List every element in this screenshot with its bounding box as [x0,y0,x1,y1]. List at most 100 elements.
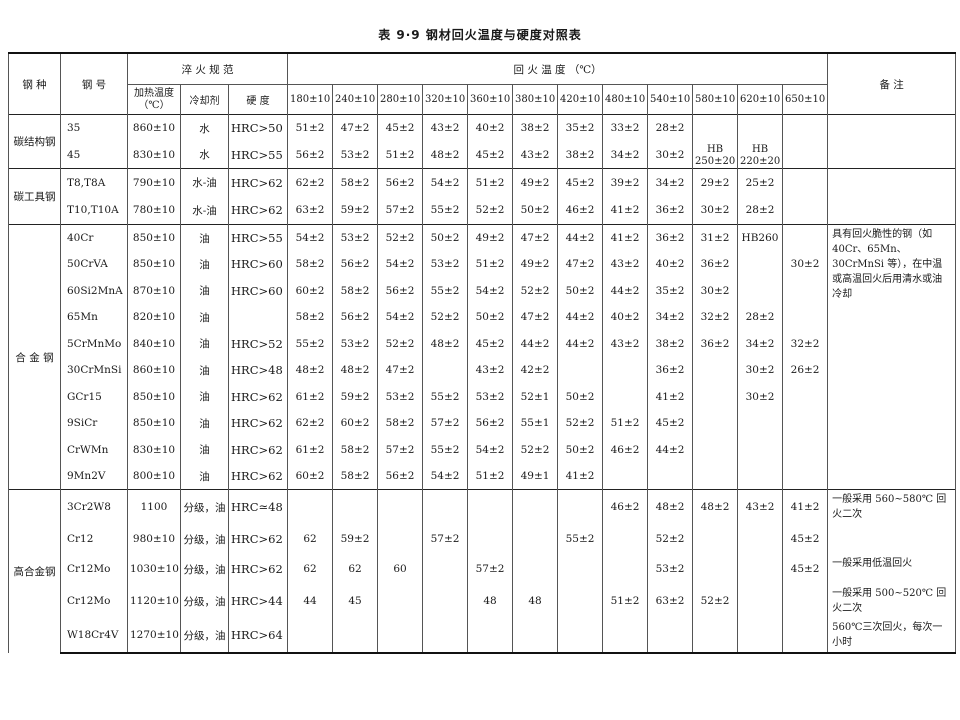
temper-hardness-cell [602,383,649,410]
temper-hardness-cell: 46±2 [557,196,604,225]
temper-hardness-cell: 36±2 [647,357,694,384]
grade-cell: 9Mn2V [60,463,128,490]
temper-hardness-cell: 36±2 [647,224,694,251]
heat-temp-cell: 1030±10 [127,554,181,584]
remark-cell: 一般采用 560~580℃ 回火二次 [827,489,957,524]
temper-hardness-cell: 48±2 [647,489,694,524]
steel-type-cell: 合 金 钢 [8,224,61,490]
temper-hardness-cell: 32±2 [782,330,829,357]
temper-hardness-cell: 47±2 [512,224,559,251]
hardness-cell: HRC>62 [227,463,289,490]
temper-hardness-cell: 44±2 [602,277,649,304]
temper-hardness-cell: 54±2 [467,277,514,304]
heat-temp-cell: 840±10 [127,330,181,357]
temper-hardness-cell: 45±2 [782,554,829,584]
remark-cell [827,114,957,169]
coolant-cell: 油 [180,410,229,437]
hardness-cell [227,304,289,331]
temper-hardness-cell: 55±2 [422,383,469,410]
temper-hardness-cell [557,584,604,618]
header-temp-0: 180±10 [287,84,334,115]
coolant-cell: 油 [180,463,229,490]
grade-cell: 60Si2MnA [60,277,128,304]
temper-hardness-cell [692,114,739,142]
temper-hardness-cell [647,463,694,490]
temper-hardness-cell [557,489,604,524]
temper-hardness-cell: 52±2 [692,584,739,618]
coolant-cell: 分级，油 [180,554,229,584]
temper-hardness-cell [512,524,559,554]
table-row: 高合金钢 3Cr2W8 1100 分级，油 HRC≃48 46±2 48±2 48±2 43±2… [8,489,957,653]
temper-hardness-cell: 52±2 [512,277,559,304]
temper-hardness-cell: 52±2 [467,196,514,225]
heat-temp-cell: 820±10 [127,304,181,331]
heat-temp-cell: 1270±10 [127,618,181,654]
temper-hardness-cell [422,618,469,654]
temper-hardness-cell: 49±2 [512,251,559,278]
temper-hardness-cell: 55±2 [287,330,334,357]
temper-hardness-cell: 51±2 [287,114,334,142]
temper-hardness-cell: 57±2 [422,410,469,437]
temper-hardness-cell [467,618,514,654]
temper-hardness-cell: 44±2 [557,224,604,251]
temper-hardness-cell [737,618,784,654]
grade-cell: 35 [60,114,128,142]
temper-hardness-cell: 63±2 [287,196,334,225]
heat-temp-cell: 850±10 [127,383,181,410]
temper-hardness-cell [692,357,739,384]
heat-temp-cell: 850±10 [127,251,181,278]
temper-hardness-cell: 59±2 [332,524,379,554]
header-steel-type: 钢 种 [8,52,61,115]
grade-cell: 5CrMnMo [60,330,128,357]
temper-hardness-cell: 50±2 [557,277,604,304]
table-row: 9SiCr 850±10 油 HRC>62 62±2 60±2 58±2 57±2 56±2 55… [9,410,956,437]
temper-hardness-cell: 25±2 [737,168,784,197]
temper-hardness-cell: 41±2 [557,463,604,490]
grade-cell: 9SiCr [60,410,128,437]
temper-hardness-cell [782,410,829,437]
remark-cell: 一般采用 500~520℃ 回火二次 [827,584,957,618]
temper-hardness-cell [782,304,829,331]
temper-hardness-cell: 54±2 [377,304,424,331]
temper-hardness-cell: 51±2 [467,251,514,278]
temper-hardness-cell: 50±2 [422,224,469,251]
temper-hardness-cell: 50±2 [557,436,604,463]
temper-hardness-cell [692,436,739,463]
table-row: 60Si2MnA 870±10 油 HRC>60 60±2 58±2 56±2 55±2 54±… [9,277,956,304]
header-temp-2: 280±10 [377,84,424,115]
temper-hardness-cell: 52±2 [557,410,604,437]
hardness-cell: HRC>62 [227,196,289,225]
coolant-cell: 水 [180,114,229,142]
table-row: Cr12Mo 1120±10 分级，油 HRC>44 44 45 48 48 51±2 63±2 5… [9,584,957,618]
temper-hardness-cell: 29±2 [692,168,739,197]
temper-hardness-cell [557,618,604,654]
temper-hardness-cell: 44±2 [512,330,559,357]
temper-hardness-cell: 41±2 [647,383,694,410]
temper-hardness-cell: 62 [332,554,379,584]
remark-cell: 560℃三次回火，每次一小时 [827,618,957,654]
temper-hardness-cell [782,114,829,142]
temper-hardness-cell [737,584,784,618]
temper-hardness-cell [377,524,424,554]
temper-hardness-cell: 47±2 [557,251,604,278]
heat-temp-cell: 790±10 [127,168,181,197]
temper-hardness-cell: 48±2 [287,357,334,384]
temper-hardness-cell: 48±2 [332,357,379,384]
temper-hardness-cell: 30±2 [692,196,739,225]
steel-type-cell: 高合金钢 [8,489,61,653]
temper-hardness-cell: 45±2 [557,168,604,197]
temper-hardness-cell: 38±2 [557,141,604,169]
temper-hardness-cell [737,463,784,490]
temper-hardness-cell [782,618,829,654]
temper-hardness-cell: 30±2 [692,277,739,304]
header-temper: 回 火 温 度 （℃） [287,52,829,85]
header-temp-1: 240±10 [332,84,379,115]
temper-hardness-cell: 52±2 [377,224,424,251]
temper-hardness-cell: 47±2 [512,304,559,331]
temper-hardness-cell: 40±2 [602,304,649,331]
temper-hardness-cell: 53±2 [647,554,694,584]
temper-hardness-cell [692,463,739,490]
temper-hardness-cell: 58±2 [377,410,424,437]
temper-hardness-cell: 35±2 [557,114,604,142]
temper-hardness-cell: 30±2 [647,141,694,169]
